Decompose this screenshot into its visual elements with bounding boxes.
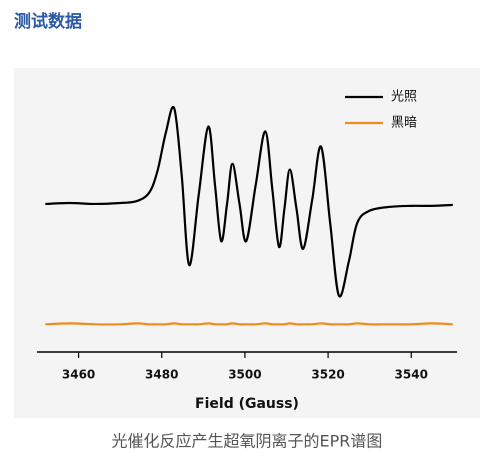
legend-label: 光照 [391,90,417,105]
x-axis-label: Field (Gauss) [195,396,299,412]
x-tick-label: 3460 [62,368,95,382]
section-title: 测试数据 [14,11,82,32]
x-tick-label: 3480 [145,368,178,382]
series-line [45,105,453,298]
x-tick-label: 3500 [228,368,261,382]
legend-label: 黑暗 [391,116,417,131]
x-tick-label: 3520 [311,368,344,382]
x-tick-label: 3540 [395,368,428,382]
chart-panel [14,68,480,418]
series-line [45,322,453,326]
caption: 光催化反应产生超氧阴离子的EPR谱图 [112,432,383,451]
